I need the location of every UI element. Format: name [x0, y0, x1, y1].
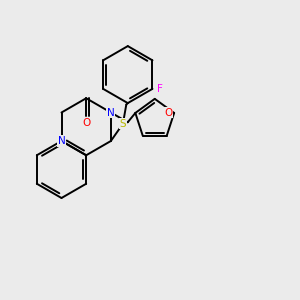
Text: S: S [120, 119, 126, 129]
Text: N: N [107, 107, 115, 118]
Text: N: N [58, 136, 65, 146]
Text: F: F [157, 84, 163, 94]
Text: O: O [82, 118, 90, 128]
Text: O: O [165, 108, 173, 118]
